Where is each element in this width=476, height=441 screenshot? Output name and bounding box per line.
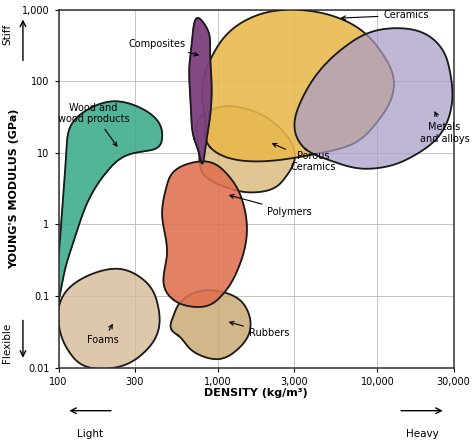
Polygon shape — [58, 269, 159, 369]
Polygon shape — [170, 290, 250, 359]
Text: Rubbers: Rubbers — [230, 321, 289, 338]
Text: Flexible: Flexible — [2, 322, 12, 363]
Text: Light: Light — [77, 429, 103, 439]
Polygon shape — [202, 10, 394, 161]
X-axis label: DENSITY (kg/m³): DENSITY (kg/m³) — [204, 388, 308, 398]
Polygon shape — [189, 18, 212, 164]
Text: Heavy: Heavy — [406, 429, 438, 439]
Polygon shape — [162, 161, 247, 307]
Text: Porous
Ceramics: Porous Ceramics — [273, 143, 337, 172]
Polygon shape — [196, 106, 295, 192]
Text: Foams: Foams — [87, 325, 119, 345]
Text: Stiff: Stiff — [2, 24, 12, 45]
Text: Ceramics: Ceramics — [342, 10, 429, 20]
Polygon shape — [295, 28, 452, 169]
Text: Polymers: Polymers — [230, 194, 312, 217]
Polygon shape — [56, 101, 162, 309]
Text: Composites: Composites — [129, 39, 198, 56]
Text: Wood and
wood products: Wood and wood products — [58, 103, 129, 146]
Text: Metals
and alloys: Metals and alloys — [419, 112, 469, 144]
Y-axis label: YOUNG'S MODULUS (GPa): YOUNG'S MODULUS (GPa) — [9, 108, 19, 269]
